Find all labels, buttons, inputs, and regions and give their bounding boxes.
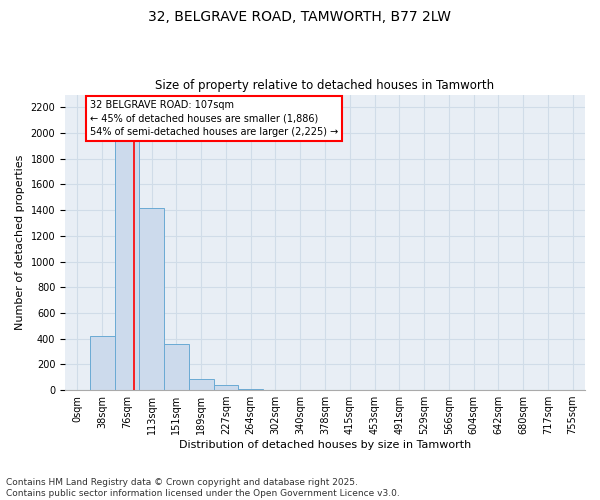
Bar	[90, 336, 115, 390]
Text: Contains HM Land Registry data © Crown copyright and database right 2025.
Contai: Contains HM Land Registry data © Crown c…	[6, 478, 400, 498]
X-axis label: Distribution of detached houses by size in Tamworth: Distribution of detached houses by size …	[179, 440, 471, 450]
Title: Size of property relative to detached houses in Tamworth: Size of property relative to detached ho…	[155, 79, 494, 92]
Bar	[139, 208, 164, 390]
Bar	[214, 385, 238, 390]
Bar	[238, 389, 263, 390]
Text: 32, BELGRAVE ROAD, TAMWORTH, B77 2LW: 32, BELGRAVE ROAD, TAMWORTH, B77 2LW	[149, 10, 452, 24]
Y-axis label: Number of detached properties: Number of detached properties	[15, 154, 25, 330]
Bar	[115, 120, 139, 390]
Text: 32 BELGRAVE ROAD: 107sqm
← 45% of detached houses are smaller (1,886)
54% of sem: 32 BELGRAVE ROAD: 107sqm ← 45% of detach…	[90, 100, 338, 136]
Bar	[189, 378, 214, 390]
Bar	[164, 344, 189, 390]
